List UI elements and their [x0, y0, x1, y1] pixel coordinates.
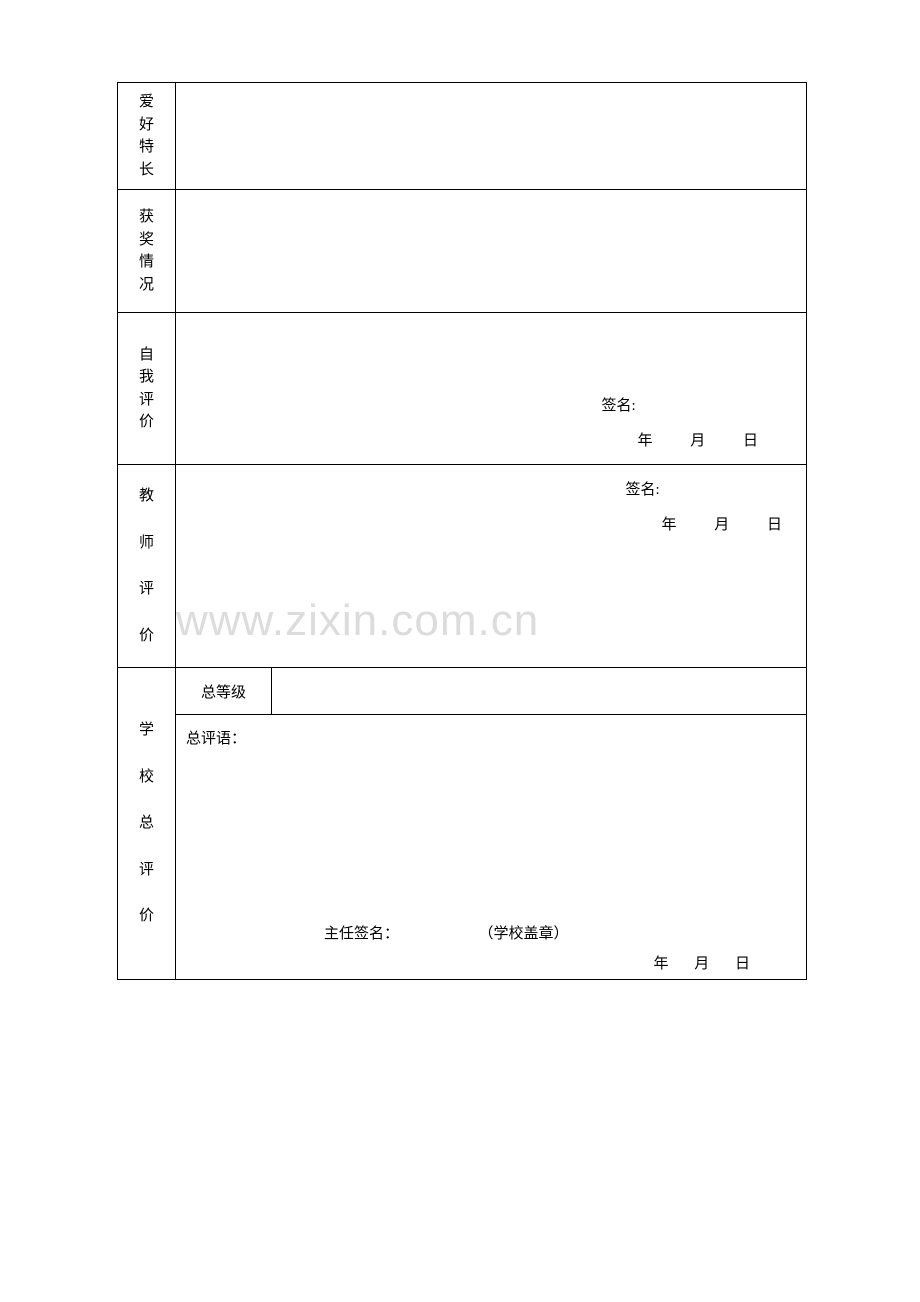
row-label-award: 获 奖 情 况 [118, 190, 176, 313]
label-char: 师 [118, 520, 175, 567]
label-char: 校 [118, 754, 175, 801]
school-date-line: 年 月 日 [653, 952, 750, 973]
overall-comment-cell: 总评语： 主任签名： （学校盖章） 年 月 日 [176, 715, 807, 980]
row-label-teacher: 教 师 评 价 [118, 465, 176, 668]
label-char: 教 [118, 473, 175, 520]
row-label-hobby: 爱 好 特 长 [118, 83, 176, 190]
date-year-label: 年 [653, 956, 668, 972]
label-char: 情 [118, 251, 175, 274]
label-char: 评 [118, 389, 175, 412]
date-month-label: 月 [690, 433, 705, 449]
label-char: 长 [118, 159, 175, 182]
label-char: 价 [118, 411, 175, 434]
self-content: 签名: 年 月 日 [176, 313, 807, 465]
director-signature-line: 主任签名： （学校盖章） [324, 922, 569, 943]
label-char: 价 [118, 893, 175, 940]
signature-label: 签名: [625, 482, 659, 498]
table-row: 总评语： 主任签名： （学校盖章） 年 月 日 [118, 715, 807, 980]
award-content [176, 190, 807, 313]
label-char: 爱 [118, 91, 175, 114]
label-char: 好 [118, 114, 175, 137]
label-char: 学 [118, 707, 175, 754]
table-row: 爱 好 特 长 [118, 83, 807, 190]
label-char: 况 [118, 274, 175, 297]
label-char: 获 [118, 206, 175, 229]
label-char: 价 [118, 613, 175, 660]
overall-grade-content [272, 668, 807, 715]
label-char: 总 [118, 800, 175, 847]
label-char: 我 [118, 366, 175, 389]
signature-label: 签名: [601, 398, 635, 414]
date-month-label: 月 [694, 956, 709, 972]
label-char: 特 [118, 136, 175, 159]
date-year-label: 年 [637, 433, 652, 449]
date-day-label: 日 [735, 956, 750, 972]
date-month-label: 月 [714, 517, 729, 533]
date-year-label: 年 [661, 517, 676, 533]
row-label-school: 学 校 总 评 价 [118, 668, 176, 980]
label-char: 奖 [118, 229, 175, 252]
evaluation-form-table: 爱 好 特 长 获 奖 情 况 自 我 评 价 [117, 82, 807, 980]
label-char: 自 [118, 344, 175, 367]
label-char: 评 [118, 847, 175, 894]
overall-comment-label: 总评语： [186, 731, 246, 747]
overall-grade-label: 总等级 [176, 668, 272, 715]
school-stamp-label: （学校盖章） [479, 926, 569, 942]
table-row: 获 奖 情 况 [118, 190, 807, 313]
teacher-signature-block: 签名: 年 月 日 [625, 473, 782, 542]
date-day-label: 日 [743, 433, 758, 449]
table-row: 学 校 总 评 价 总等级 [118, 668, 807, 715]
label-char: 评 [118, 566, 175, 613]
date-day-label: 日 [767, 517, 782, 533]
hobby-content [176, 83, 807, 190]
row-label-self: 自 我 评 价 [118, 313, 176, 465]
teacher-content: 签名: 年 月 日 [176, 465, 807, 668]
table-row: 自 我 评 价 签名: 年 月 日 [118, 313, 807, 465]
table-row: 教 师 评 价 签名: 年 月 日 [118, 465, 807, 668]
self-signature-block: 签名: 年 月 日 [601, 389, 758, 458]
director-sig-label: 主任签名： [324, 926, 399, 942]
